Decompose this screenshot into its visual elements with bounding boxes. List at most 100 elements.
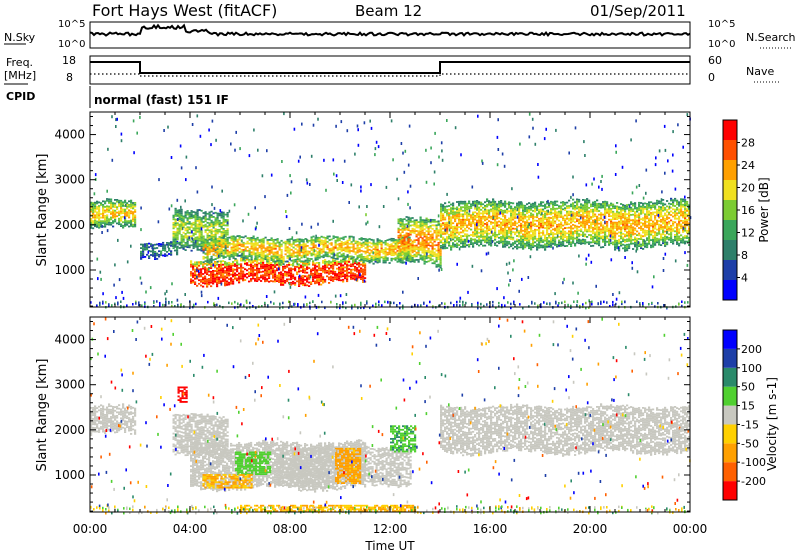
data-cell [204, 280, 207, 283]
data-cell [584, 242, 587, 245]
data-cell [401, 231, 404, 233]
data-cell [427, 247, 430, 250]
data-cell [550, 222, 553, 225]
data-cell [480, 241, 483, 244]
data-cell [208, 274, 211, 277]
data-cell [480, 223, 483, 226]
data-cell [248, 271, 251, 274]
data-cell [446, 223, 449, 226]
data-cell [200, 220, 203, 223]
data-cell [262, 256, 265, 258]
data-cell [604, 204, 607, 207]
data-cell [435, 253, 438, 256]
data-cell [588, 214, 591, 216]
data-cell [550, 237, 553, 239]
data-cell [356, 240, 359, 243]
data-cell [592, 239, 595, 242]
data-cell [332, 280, 335, 282]
data-cell [421, 255, 424, 258]
data-cell [98, 217, 101, 220]
data-cell [206, 255, 209, 258]
data-cell [354, 247, 357, 250]
data-cell [425, 233, 428, 236]
data-cell [228, 267, 231, 270]
data-cell [174, 238, 177, 241]
data-cell [238, 244, 241, 246]
data-cell [401, 251, 404, 253]
data-cell [210, 279, 213, 282]
data-cell [110, 205, 113, 208]
data-cell [552, 203, 555, 205]
data-cell [620, 235, 623, 238]
data-cell [106, 210, 109, 213]
data-cell [452, 245, 455, 248]
data-cell [274, 244, 277, 247]
data-cell [362, 245, 365, 247]
data-cell [196, 216, 199, 219]
data-cell [538, 234, 541, 236]
data-cell [516, 204, 519, 207]
data-cell [298, 260, 301, 262]
data-cell [405, 234, 408, 236]
data-cell [284, 244, 287, 247]
data-cell [564, 219, 567, 222]
data-cell [582, 208, 585, 210]
data-cell [204, 247, 207, 250]
data-cell [401, 245, 404, 248]
data-cell [200, 244, 203, 246]
data-cell [407, 234, 410, 237]
data-cell [618, 249, 621, 252]
data-cell [594, 204, 597, 207]
data-cell [212, 221, 215, 224]
data-cell [262, 252, 265, 255]
data-cell [632, 221, 635, 223]
data-cell [616, 225, 619, 228]
data-cell [216, 269, 219, 271]
data-cell [409, 255, 412, 258]
data-cell [440, 219, 443, 222]
data-cell [522, 206, 525, 209]
data-cell [456, 222, 459, 225]
data-cell [292, 239, 295, 242]
data-cell [116, 211, 119, 214]
data-cell [262, 274, 265, 277]
data-cell [180, 210, 183, 213]
data-cell [214, 273, 217, 276]
data-cell [110, 198, 113, 201]
data-cell [208, 229, 211, 232]
data-cell [552, 233, 555, 236]
data-cell [300, 244, 303, 246]
data-cell [190, 249, 193, 252]
data-cell [399, 225, 402, 228]
data-cell [407, 240, 410, 242]
data-cell [439, 257, 442, 260]
data-cell [206, 282, 209, 284]
data-cell [564, 234, 567, 237]
data-cell [558, 230, 561, 233]
data-cell [280, 256, 283, 258]
data-cell [474, 216, 477, 219]
data-cell [126, 204, 129, 206]
data-cell [108, 218, 111, 221]
data-cell [612, 207, 615, 209]
data-cell [486, 221, 489, 224]
data-cell [482, 212, 485, 215]
data-cell [496, 223, 499, 225]
data-cell [180, 216, 183, 218]
data-cell [516, 222, 519, 225]
data-cell [106, 216, 109, 218]
data-cell [318, 280, 321, 282]
data-cell [198, 238, 201, 240]
data-cell [492, 207, 495, 210]
data-cell [276, 250, 279, 253]
data-cell [604, 208, 607, 210]
data-cell [530, 243, 533, 245]
data-cell [602, 228, 605, 230]
data-cell [166, 254, 169, 257]
data-cell [250, 255, 253, 257]
data-cell [222, 251, 225, 254]
data-cell [403, 250, 406, 253]
data-cell [508, 219, 511, 222]
data-cell [180, 239, 183, 242]
data-cell [188, 231, 191, 234]
